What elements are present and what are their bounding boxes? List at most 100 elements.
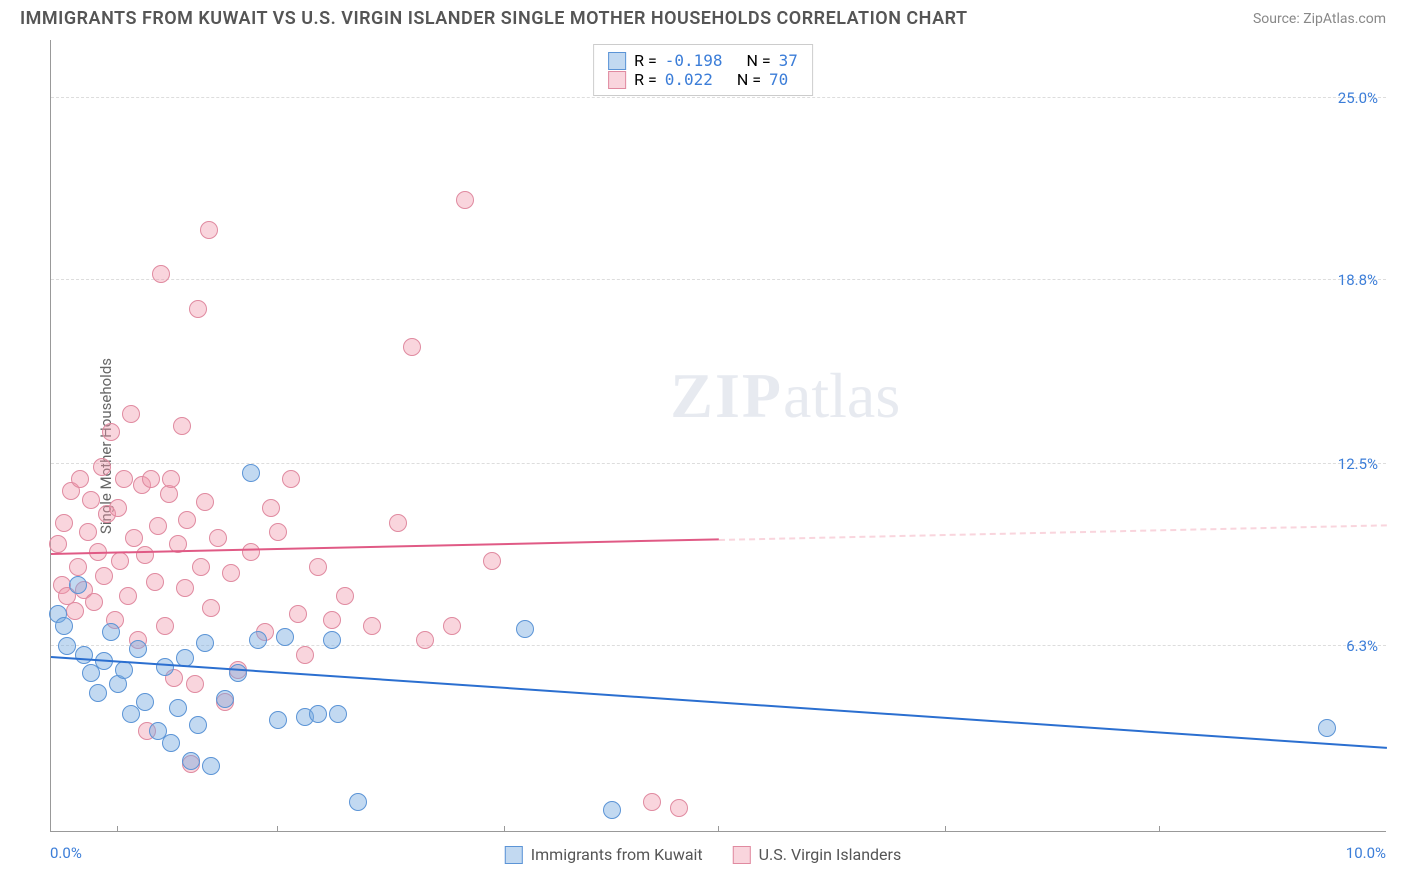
scatter-point-b (109, 499, 127, 517)
n-label-a: N = (746, 51, 770, 70)
n-label-b: N = (737, 70, 761, 89)
scatter-point-b (93, 458, 111, 476)
gridline (51, 279, 1386, 280)
scatter-point-a (58, 637, 76, 655)
scatter-point-a (249, 631, 267, 649)
scatter-point-b (79, 523, 97, 541)
legend-item-a: Immigrants from Kuwait (505, 845, 703, 864)
scatter-point-b (95, 567, 113, 585)
x-tick-label: 0.0% (50, 844, 82, 862)
scatter-point-b (336, 587, 354, 605)
watermark-rest: atlas (783, 360, 900, 431)
scatter-point-a (162, 734, 180, 752)
series-legend: Immigrants from Kuwait U.S. Virgin Islan… (505, 845, 901, 864)
scatter-point-a (229, 664, 247, 682)
scatter-point-a (69, 576, 87, 594)
scatter-point-b (196, 493, 214, 511)
scatter-point-a (182, 752, 200, 770)
r-value-b: 0.022 (665, 70, 713, 89)
scatter-point-b (363, 617, 381, 635)
scatter-point-b (49, 535, 67, 553)
scatter-point-a (136, 693, 154, 711)
scatter-point-b (416, 631, 434, 649)
scatter-point-a (102, 623, 120, 641)
scatter-point-b (242, 543, 260, 561)
scatter-point-b (262, 499, 280, 517)
scatter-point-b (55, 514, 73, 532)
y-tick-label: 12.5% (1338, 455, 1378, 473)
scatter-point-a (216, 690, 234, 708)
trend-line-b (51, 539, 719, 556)
scatter-point-b (122, 405, 140, 423)
scatter-point-b (152, 265, 170, 283)
scatter-point-b (156, 617, 174, 635)
swatch-series-a (608, 52, 626, 70)
x-tick-mark (117, 826, 118, 832)
scatter-point-b (115, 470, 133, 488)
trend-line-a (51, 656, 1387, 749)
scatter-point-b (111, 552, 129, 570)
scatter-point-b (186, 675, 204, 693)
x-tick-label: 10.0% (1346, 844, 1386, 862)
scatter-point-a (196, 634, 214, 652)
series-b-name: U.S. Virgin Islanders (759, 845, 902, 864)
stats-row-a: R = -0.198 N = 37 (608, 51, 798, 70)
series-a-name: Immigrants from Kuwait (531, 845, 703, 864)
watermark-bold: ZIP (670, 360, 783, 431)
scatter-point-b (146, 573, 164, 591)
scatter-point-b (389, 514, 407, 532)
stats-legend: R = -0.198 N = 37 R = 0.022 N = 70 (593, 44, 813, 96)
scatter-point-b (71, 470, 89, 488)
scatter-point-b (443, 617, 461, 635)
gridline (51, 97, 1386, 98)
scatter-point-b (643, 793, 661, 811)
scatter-point-b (119, 587, 137, 605)
scatter-point-b (69, 558, 87, 576)
scatter-point-b (222, 564, 240, 582)
scatter-point-b (269, 523, 287, 541)
n-value-a: 37 (779, 51, 798, 70)
scatter-point-a (1318, 719, 1336, 737)
trend-line-b (719, 524, 1387, 541)
chart-plot-area: ZIPatlas 6.3%12.5%18.8%25.0% (50, 40, 1386, 832)
r-label-b: R = (634, 70, 657, 89)
scatter-point-b (149, 517, 167, 535)
scatter-point-a (323, 631, 341, 649)
r-value-a: -0.198 (665, 51, 723, 70)
scatter-point-a (75, 646, 93, 664)
scatter-point-a (329, 705, 347, 723)
scatter-point-b (85, 593, 103, 611)
r-label-a: R = (634, 51, 657, 70)
scatter-point-b (176, 579, 194, 597)
chart-title: IMMIGRANTS FROM KUWAIT VS U.S. VIRGIN IS… (20, 8, 968, 29)
scatter-point-b (309, 558, 327, 576)
scatter-point-b (296, 646, 314, 664)
scatter-point-a (269, 711, 287, 729)
x-tick-mark (718, 826, 719, 832)
scatter-point-a (309, 705, 327, 723)
scatter-point-a (55, 617, 73, 635)
swatch-series-a-bottom (505, 846, 523, 864)
scatter-point-a (276, 628, 294, 646)
scatter-point-b (189, 300, 207, 318)
y-tick-label: 18.8% (1338, 271, 1378, 289)
scatter-point-b (125, 529, 143, 547)
swatch-series-b (608, 71, 626, 89)
scatter-point-a (516, 620, 534, 638)
scatter-point-b (102, 423, 120, 441)
x-tick-mark (1159, 826, 1160, 832)
scatter-point-b (178, 511, 196, 529)
scatter-point-b (670, 799, 688, 817)
scatter-point-b (173, 417, 191, 435)
scatter-point-b (192, 558, 210, 576)
scatter-point-b (209, 529, 227, 547)
scatter-point-b (282, 470, 300, 488)
scatter-point-a (189, 716, 207, 734)
scatter-point-a (169, 699, 187, 717)
scatter-point-b (136, 546, 154, 564)
n-value-b: 70 (769, 70, 788, 89)
scatter-point-b (82, 491, 100, 509)
x-tick-mark (504, 826, 505, 832)
scatter-point-a (156, 658, 174, 676)
scatter-point-b (403, 338, 421, 356)
